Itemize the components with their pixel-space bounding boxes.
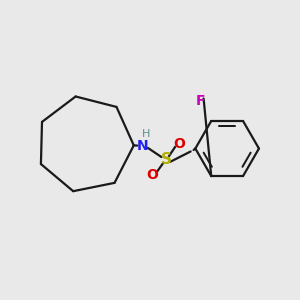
Text: S: S [161, 152, 172, 167]
Text: O: O [173, 137, 185, 151]
Text: O: O [146, 168, 158, 182]
Text: H: H [142, 129, 150, 139]
Text: N: N [137, 139, 148, 153]
Text: F: F [196, 94, 206, 108]
